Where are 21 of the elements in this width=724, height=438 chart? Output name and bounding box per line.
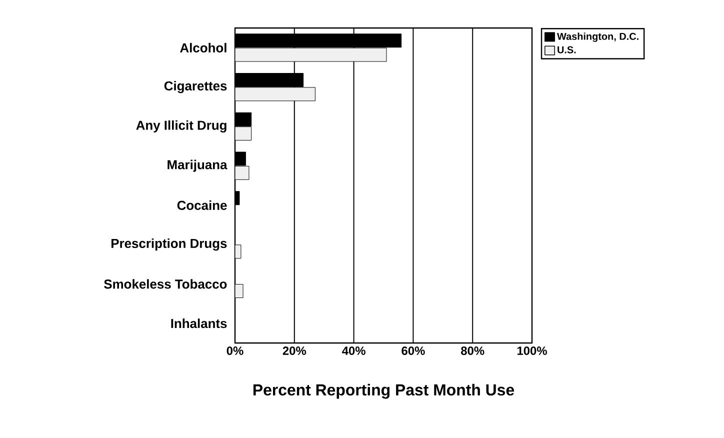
x-axis-title: Percent Reporting Past Month Use xyxy=(253,384,514,399)
x-tick-label: 60% xyxy=(402,346,425,355)
x-tick-label: 20% xyxy=(282,346,306,355)
x-tick-label: 100% xyxy=(517,346,547,355)
y-tick-label: Prescription Drugs xyxy=(112,238,227,251)
y-tick-label: Smokeless Tobacco xyxy=(104,279,227,289)
y-tick-label: Cocaine xyxy=(177,200,227,210)
y-tick-label: Cigarettes xyxy=(164,80,227,94)
y-tick-label: Any Illicit Drug xyxy=(136,120,226,133)
legend-label: U.S. xyxy=(558,46,576,54)
y-tick-label: Alcohol xyxy=(180,42,226,52)
y-tick-label: Marijuana xyxy=(168,160,228,172)
bar xyxy=(235,48,387,62)
y-tick-label: Inhalants xyxy=(171,318,227,328)
bar xyxy=(235,126,252,141)
bar xyxy=(235,87,316,102)
x-tick-label: 0% xyxy=(226,346,244,355)
x-tick-label: 80% xyxy=(461,346,484,355)
bar xyxy=(235,166,249,180)
x-tick-label: 40% xyxy=(342,346,366,355)
legend-label: Washington, D.C. xyxy=(557,32,638,42)
